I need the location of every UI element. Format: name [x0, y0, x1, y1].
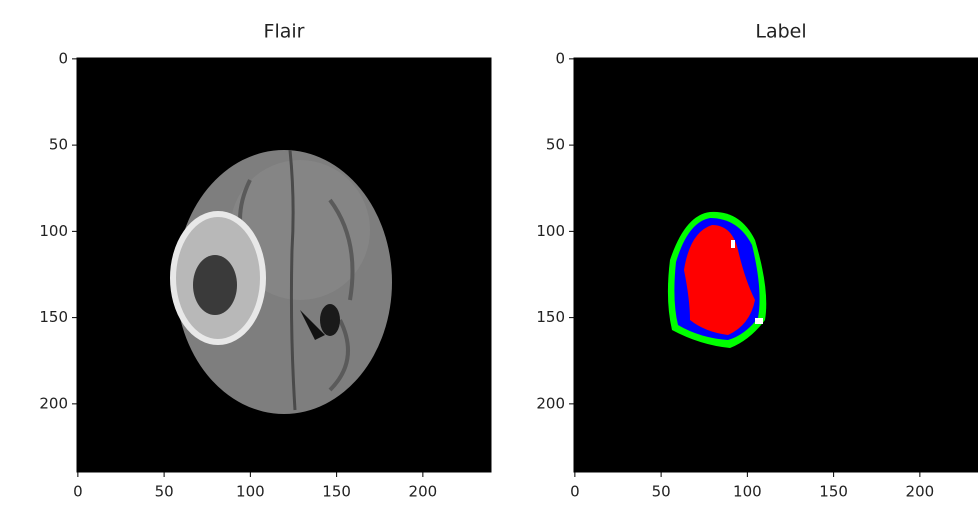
y-tick-label: 0	[555, 49, 565, 67]
chart-title: Flair	[264, 21, 305, 43]
y-tick-label: 100	[39, 222, 68, 240]
x-tick-label: 50	[155, 483, 174, 501]
x-tick-label: 50	[652, 483, 671, 501]
y-tick-label: 200	[39, 394, 68, 412]
y-tick-label: 0	[58, 49, 68, 67]
x-tick-label: 200	[906, 483, 935, 501]
x-tick-label: 150	[322, 483, 351, 501]
x-tick-label: 200	[409, 483, 438, 501]
y-tick-label: 200	[536, 394, 565, 412]
axes-frame	[76, 57, 492, 473]
flair-image	[170, 149, 392, 414]
chart-title: Label	[755, 21, 806, 43]
label-image	[667, 211, 767, 348]
x-tick-label: 0	[570, 483, 580, 501]
y-tick-label: 50	[546, 136, 565, 154]
y-tick-label: 100	[536, 222, 565, 240]
y-tick-label: 150	[39, 308, 68, 326]
x-tick-label: 100	[733, 483, 762, 501]
y-tick-label: 150	[536, 308, 565, 326]
y-tick-label: 50	[49, 136, 68, 154]
x-tick-label: 0	[73, 483, 83, 501]
x-tick-label: 100	[236, 483, 265, 501]
x-tick-label: 150	[819, 483, 848, 501]
axes-frame	[573, 57, 978, 473]
image-background	[574, 58, 978, 472]
